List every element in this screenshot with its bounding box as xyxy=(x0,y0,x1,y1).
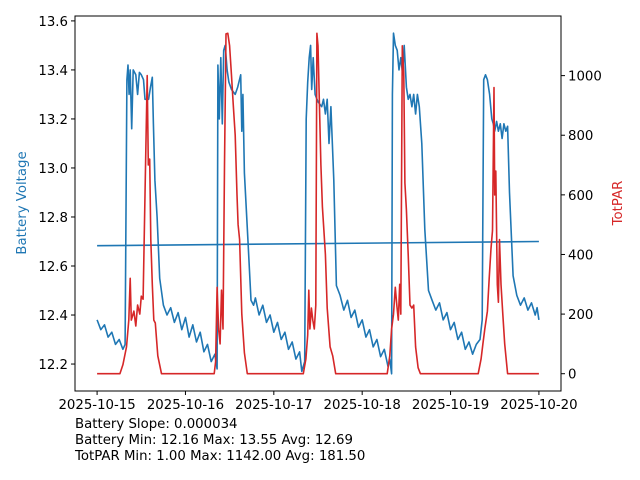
x-tick-label: 2025-10-19 xyxy=(412,398,489,413)
battery-slope-text: Battery Slope: 0.000034 xyxy=(75,417,238,432)
left-y-tick-label: 12.6 xyxy=(38,260,68,275)
right-axis-label: TotPAR xyxy=(611,181,626,227)
left-y-tick-label: 12.4 xyxy=(38,309,68,324)
right-y-tick-label: 0 xyxy=(568,368,576,383)
right-y-tick-label: 400 xyxy=(568,248,593,263)
axes-frame xyxy=(74,15,562,392)
series-line-battery-trend xyxy=(97,240,539,247)
x-tick-label: 2025-10-18 xyxy=(324,398,401,413)
left-axis-label: Battery Voltage xyxy=(15,151,30,254)
left-y-axis: 12.2 12.4 12.6 12.8 13.0 13.2 13.4 13.6 xyxy=(38,15,75,373)
x-tick-label: 2025-10-17 xyxy=(235,398,312,413)
left-y-tick-label: 12.8 xyxy=(38,211,68,226)
battery-stats-text: Battery Min: 12.16 Max: 13.55 Avg: 12.69 xyxy=(75,433,353,448)
series-line-battery-voltage xyxy=(96,32,540,375)
left-y-tick-label: 12.2 xyxy=(38,358,68,373)
left-y-tick-label: 13.0 xyxy=(38,162,68,177)
totpar-stats-text: TotPAR Min: 1.00 Max: 1142.00 Avg: 181.5… xyxy=(75,449,366,464)
right-y-tick-label: 200 xyxy=(568,308,593,323)
right-y-axis: 0 200 400 600 800 1000 xyxy=(561,70,602,383)
right-y-tick-label: 600 xyxy=(568,189,593,204)
x-tick-label: 2025-10-20 xyxy=(500,398,577,413)
x-tick-label: 2025-10-15 xyxy=(58,398,135,413)
right-y-tick-label: 800 xyxy=(568,129,593,144)
left-y-tick-label: 13.2 xyxy=(38,113,68,128)
stats-annotations: Battery Slope: 0.000034 Battery Min: 12.… xyxy=(75,417,365,465)
left-y-tick-label: 13.4 xyxy=(38,64,68,79)
right-y-tick-label: 1000 xyxy=(568,70,602,85)
left-y-tick-label: 13.6 xyxy=(38,15,68,30)
x-axis: 2025-10-15 2025-10-16 2025-10-17 2025-10-18… xyxy=(58,391,578,413)
x-tick-label: 2025-10-16 xyxy=(147,398,224,413)
plot-area xyxy=(96,32,540,375)
series-line-totpar xyxy=(97,32,539,375)
